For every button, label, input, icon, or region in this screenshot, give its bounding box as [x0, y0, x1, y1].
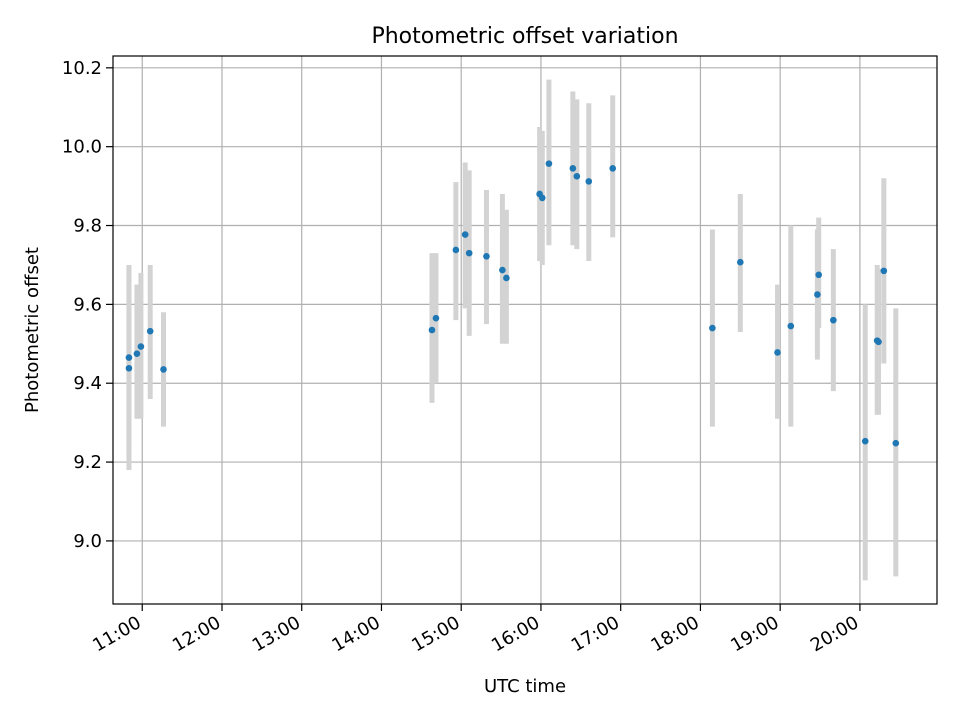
y-tick-label: 10.0 — [62, 137, 102, 158]
y-tick-label: 10.2 — [62, 58, 102, 79]
data-point — [432, 314, 440, 322]
data-point — [875, 338, 882, 346]
data-point — [585, 178, 593, 185]
data-point — [125, 354, 133, 361]
chart-title: Photometric offset variation — [371, 24, 678, 49]
data-point — [465, 249, 473, 257]
data-point — [483, 252, 490, 260]
data-point — [830, 316, 837, 324]
data-point — [815, 271, 823, 279]
data-point — [814, 291, 821, 298]
y-tick-label: 9.6 — [73, 294, 102, 315]
y-axis-ticks: 9.0 9.2 9.4 9.6 9.8 10.0 10.2 — [62, 58, 113, 552]
y-tick-label: 9.0 — [73, 531, 102, 552]
data-point — [452, 246, 460, 254]
data-point — [709, 324, 716, 332]
y-tick-label: 9.4 — [73, 373, 102, 394]
data-point — [787, 322, 795, 330]
data-point — [774, 349, 781, 356]
data-point — [609, 165, 617, 172]
data-point — [461, 231, 469, 238]
data-point — [428, 326, 436, 334]
y-axis-label: Photometric offset — [22, 247, 43, 413]
data-point — [503, 274, 510, 282]
x-axis-label: UTC time — [484, 676, 566, 697]
data-point — [133, 350, 141, 357]
data-point — [892, 439, 900, 447]
data-point — [861, 437, 869, 445]
data-point — [545, 160, 553, 167]
data-point — [499, 266, 506, 274]
data-point — [146, 327, 154, 335]
data-point — [569, 165, 577, 172]
data-point — [573, 172, 581, 180]
data-point — [125, 364, 133, 372]
plot-frame — [112, 55, 938, 605]
data-point — [880, 267, 888, 275]
y-tick-label: 9.2 — [73, 452, 102, 473]
data-point — [737, 258, 744, 266]
data-point — [538, 194, 546, 202]
data-point — [160, 366, 167, 373]
y-tick-label: 9.8 — [73, 216, 102, 237]
data-points — [125, 160, 900, 447]
data-point — [137, 343, 145, 350]
